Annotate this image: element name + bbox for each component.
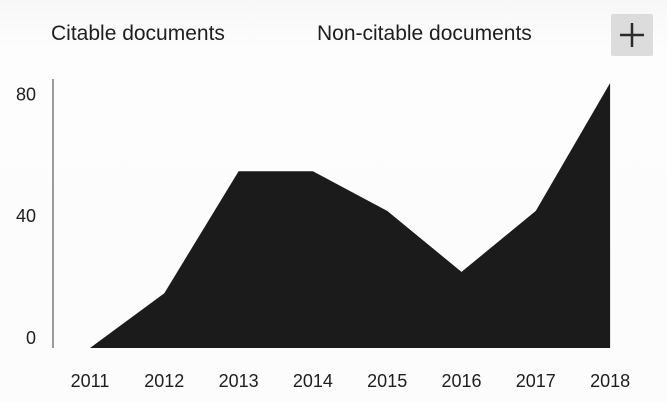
data-point-2015[interactable] (384, 345, 390, 351)
y-tick-label-80: 80 (16, 84, 36, 104)
x-tick-label-2018: 2018 (590, 371, 630, 391)
chart-areas (87, 80, 613, 351)
data-point-2016[interactable] (459, 345, 465, 351)
legend-citable-documents[interactable]: Citable documents (51, 22, 225, 45)
plus-icon (620, 23, 644, 47)
y-tick-label-0: 0 (26, 328, 36, 348)
data-point-2018[interactable] (607, 345, 613, 351)
x-axis-ticks: 2011 2012 2013 2014 2015 2016 2017 2018 (71, 371, 630, 391)
data-point-2011[interactable] (87, 345, 93, 351)
data-point-2016[interactable] (459, 269, 465, 275)
data-point-2014[interactable] (310, 345, 316, 351)
x-tick-label-2013: 2013 (219, 371, 259, 391)
x-tick-label-2015: 2015 (367, 371, 407, 391)
x-tick-label-2014: 2014 (293, 371, 333, 391)
x-tick-label-2012: 2012 (144, 371, 184, 391)
expand-button[interactable] (611, 14, 653, 56)
data-point-2012[interactable] (161, 290, 167, 296)
data-point-2017[interactable] (533, 208, 539, 214)
data-point-2015[interactable] (384, 208, 390, 214)
data-point-2012[interactable] (161, 345, 167, 351)
data-point-2017[interactable] (533, 345, 539, 351)
x-tick-label-2016: 2016 (441, 371, 481, 391)
x-tick-label-2011: 2011 (71, 371, 110, 391)
area-series-citable-documents[interactable] (90, 83, 611, 348)
y-axis-ticks: 0 40 80 (16, 84, 36, 348)
data-point-2013[interactable] (236, 345, 242, 351)
data-point-2014[interactable] (310, 168, 316, 174)
x-tick-label-2017: 2017 (516, 371, 556, 391)
legend-non-citable-documents[interactable]: Non-citable documents (317, 22, 532, 45)
y-tick-label-40: 40 (16, 206, 36, 226)
data-point-2018[interactable] (607, 80, 613, 86)
data-point-2013[interactable] (236, 168, 242, 174)
